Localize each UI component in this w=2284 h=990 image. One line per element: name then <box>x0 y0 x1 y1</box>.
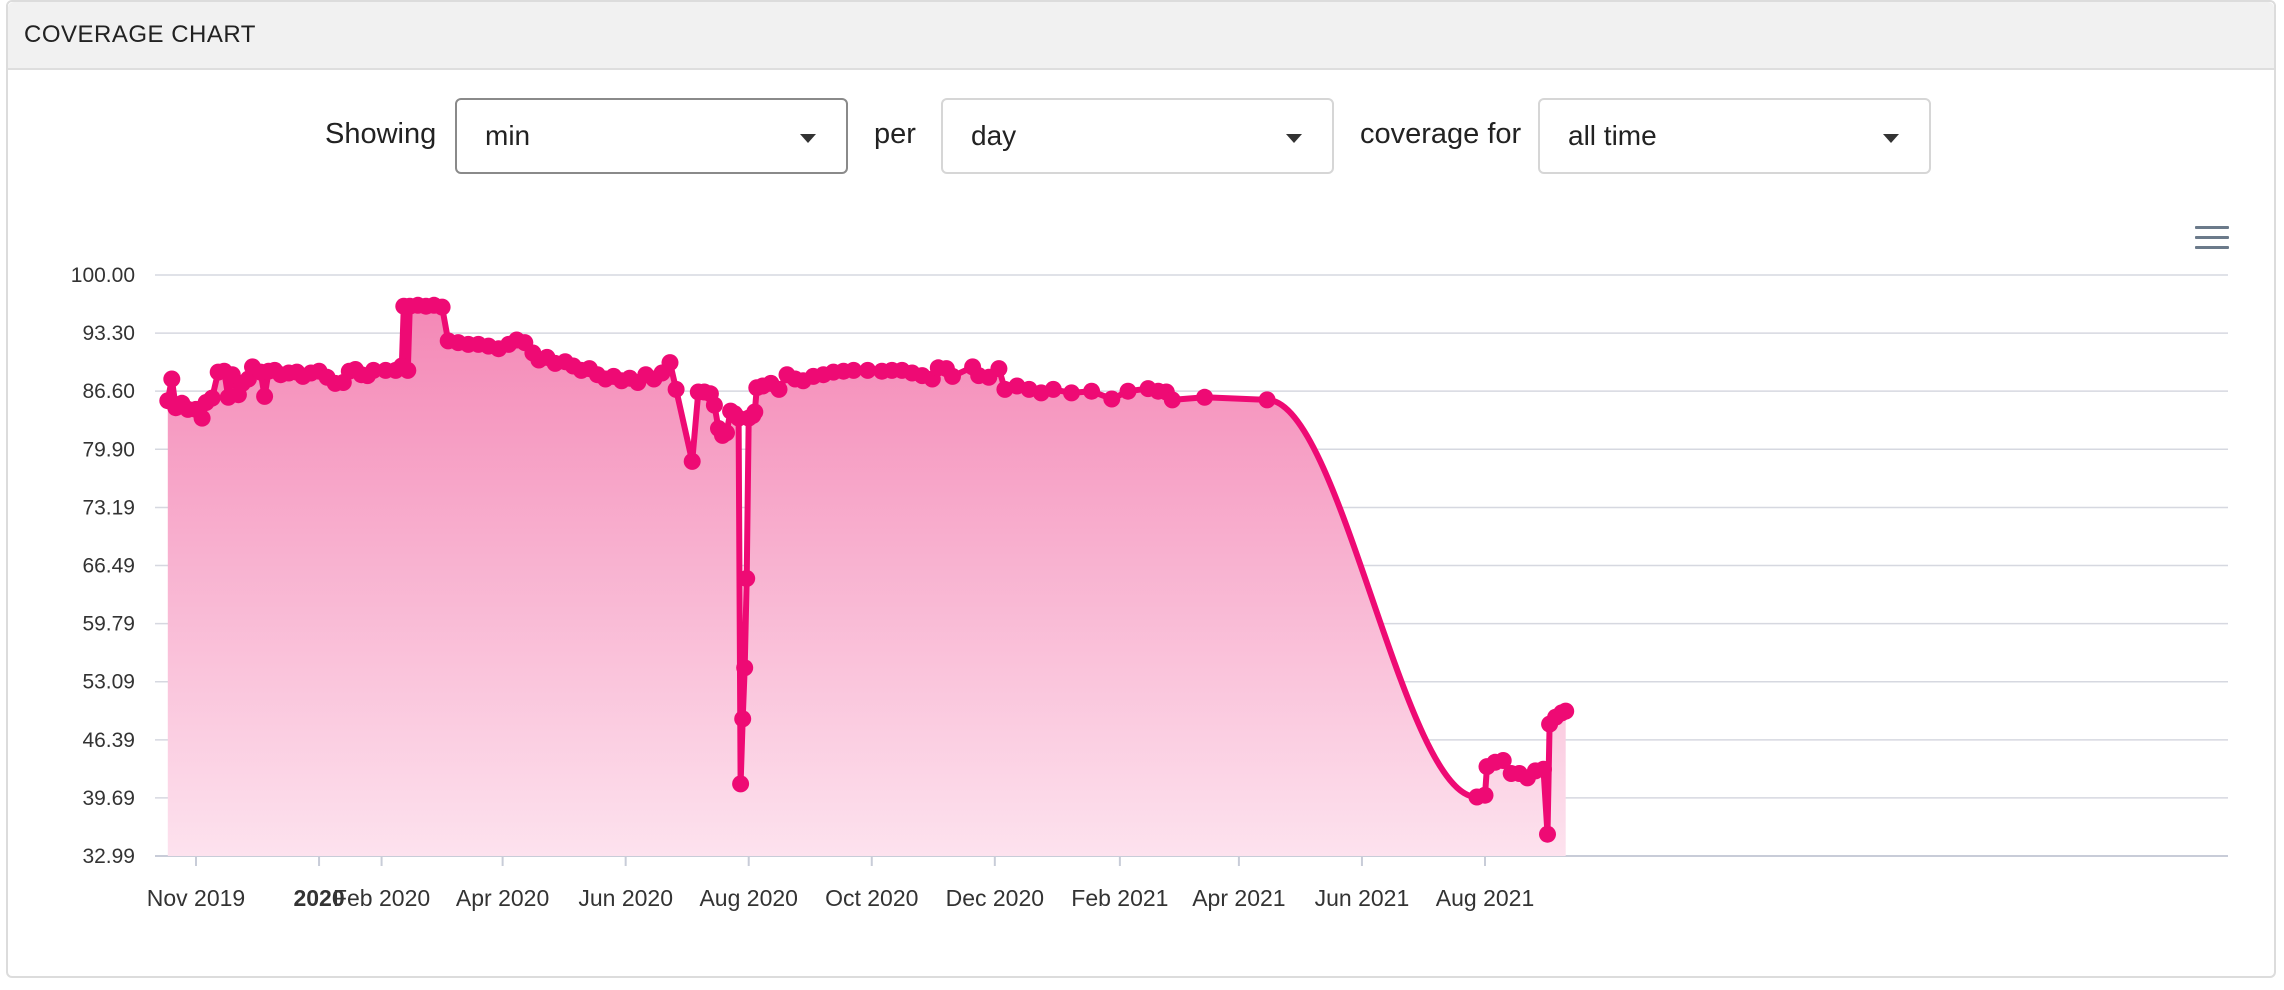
period-select-value: day <box>971 120 1017 151</box>
data-point[interactable] <box>1163 391 1181 409</box>
data-point[interactable] <box>1083 382 1101 400</box>
data-point[interactable] <box>738 570 756 587</box>
data-point[interactable] <box>732 775 750 793</box>
y-tick-label: 39.69 <box>82 787 135 810</box>
y-tick-label: 86.60 <box>82 380 135 403</box>
data-point[interactable] <box>256 387 274 405</box>
data-point[interactable] <box>1258 391 1276 409</box>
data-point[interactable] <box>1476 786 1494 804</box>
caret-down-icon <box>1883 134 1899 143</box>
data-point[interactable] <box>705 396 723 414</box>
data-point[interactable] <box>193 409 211 427</box>
period-select[interactable]: day <box>941 98 1334 174</box>
y-tick-label: 53.09 <box>82 671 135 694</box>
y-tick-label: 66.49 <box>82 555 135 578</box>
x-tick-label: Aug 2020 <box>699 885 797 911</box>
data-point[interactable] <box>859 361 877 379</box>
data-point[interactable] <box>661 354 679 372</box>
data-point[interactable] <box>399 361 417 379</box>
data-point[interactable] <box>845 361 863 379</box>
coverage-for-label: coverage for <box>1360 118 1522 150</box>
data-point[interactable] <box>683 452 701 470</box>
y-tick-label: 100.00 <box>71 264 135 287</box>
data-point[interactable] <box>667 380 685 398</box>
x-tick-label: Apr 2020 <box>456 885 549 911</box>
data-point[interactable] <box>433 298 451 316</box>
data-point[interactable] <box>1196 388 1214 406</box>
y-tick-label: 93.30 <box>82 322 135 345</box>
data-point[interactable] <box>1044 380 1062 398</box>
coverage-area-fill <box>167 305 1566 856</box>
y-tick-label: 73.19 <box>82 496 135 519</box>
panel-title: COVERAGE CHART <box>24 21 256 48</box>
data-point[interactable] <box>944 367 961 385</box>
hamburger-menu-icon[interactable] <box>2195 226 2229 250</box>
x-tick-label: Aug 2021 <box>1436 885 1534 911</box>
data-point[interactable] <box>990 360 1008 378</box>
y-tick-label: 59.79 <box>82 613 135 636</box>
x-tick-label: Nov 2019 <box>147 885 245 911</box>
y-tick-label: 32.99 <box>82 845 135 868</box>
data-point[interactable] <box>1119 382 1137 400</box>
data-point[interactable] <box>365 361 382 379</box>
x-tick-label: Oct 2020 <box>825 885 918 911</box>
range-select-value: all time <box>1568 120 1657 151</box>
data-point[interactable] <box>1103 390 1121 408</box>
caret-down-icon <box>1286 134 1302 143</box>
data-point[interactable] <box>734 710 752 728</box>
x-tick-label: Feb 2021 <box>1071 885 1168 911</box>
data-point[interactable] <box>746 403 764 421</box>
chart-controls: Showing min per day coverage for all tim… <box>0 98 2284 174</box>
data-point[interactable] <box>203 389 221 407</box>
data-point[interactable] <box>1494 752 1512 769</box>
metric-select[interactable]: min <box>455 98 848 174</box>
data-point[interactable] <box>718 424 735 442</box>
data-point[interactable] <box>770 380 788 398</box>
x-tick-label: Jun 2020 <box>578 885 673 911</box>
data-point[interactable] <box>1557 702 1575 720</box>
metric-select-value: min <box>485 120 531 151</box>
coverage-series <box>159 296 1575 856</box>
x-tick-label: Dec 2020 <box>946 885 1044 911</box>
panel-header: COVERAGE CHART <box>8 2 2274 70</box>
caret-down-icon <box>800 134 816 143</box>
data-point[interactable] <box>736 659 754 677</box>
data-point[interactable] <box>1539 825 1556 843</box>
data-point[interactable] <box>1063 384 1080 402</box>
per-label: per <box>874 118 916 150</box>
y-tick-label: 79.90 <box>82 438 135 461</box>
x-tick-label: Jun 2021 <box>1315 885 1410 911</box>
y-axis: 100.00 93.30 86.60 79.90 73.19 66.49 59.79 53.0… <box>71 264 135 868</box>
y-tick-label: 46.39 <box>82 729 135 752</box>
showing-label: Showing <box>325 118 437 150</box>
x-tick-label: 2020 <box>293 885 344 911</box>
range-select[interactable]: all time <box>1538 98 1931 174</box>
x-tick-label: Apr 2021 <box>1192 885 1285 911</box>
x-tick-label: Feb 2020 <box>333 885 430 911</box>
data-point[interactable] <box>1535 760 1552 778</box>
data-point[interactable] <box>163 370 181 388</box>
